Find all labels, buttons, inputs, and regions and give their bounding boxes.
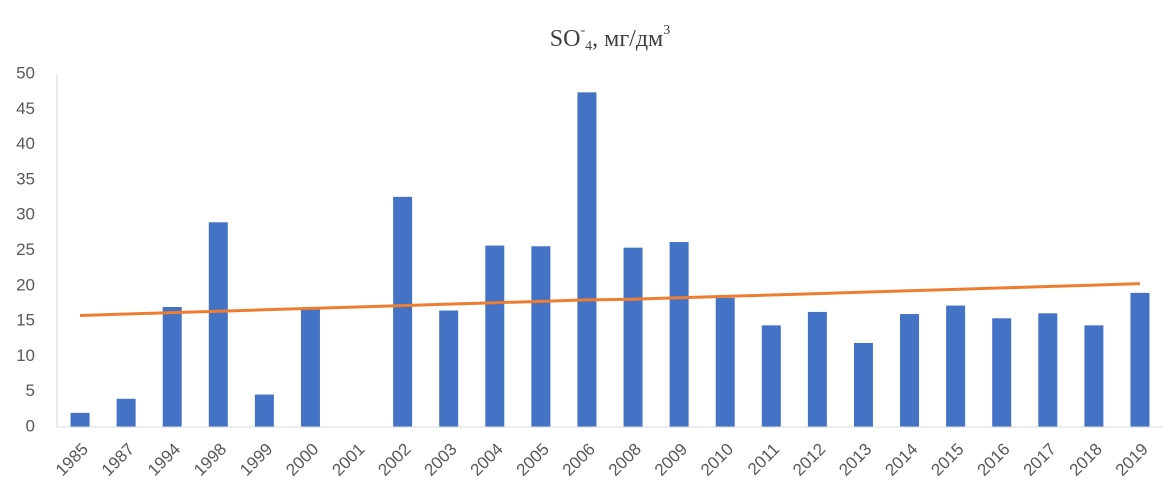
bar [669,242,689,427]
bar [70,412,90,427]
y-tick-label: 45 [16,99,35,118]
x-tick-label: 2006 [559,440,599,480]
bar [162,306,182,427]
bar [577,92,597,427]
bar [1084,325,1104,427]
title-part: SO [550,26,581,52]
bar [208,222,228,427]
title-part: 4 [585,39,592,54]
x-tick-label: 2003 [421,440,461,480]
bar [531,246,551,427]
bar [853,342,873,427]
x-tick-label: 2018 [1066,440,1106,480]
y-tick-label: 40 [16,134,35,153]
bar [900,314,920,427]
chart-title: SO-4, мг/дм3 [550,23,670,54]
bar [300,309,320,427]
x-tick-label: 2008 [605,440,645,480]
bar [946,305,966,427]
y-tick-label: 5 [26,381,35,400]
bar [715,297,735,427]
bar [116,398,136,427]
x-tick-label: 2005 [513,440,553,480]
bar [485,245,505,427]
bar [623,247,643,427]
bar [761,325,781,427]
x-tick-label: 1998 [190,440,230,480]
x-tick-label: 2010 [697,440,737,480]
title-part: 3 [663,23,670,38]
x-tick-label: 2019 [1112,440,1152,480]
bar [1038,313,1058,427]
x-tick-label: 2009 [651,440,691,480]
y-tick-label: 50 [16,63,35,82]
x-tick-label: 2012 [789,440,829,480]
bar [807,311,827,427]
x-tick-label: 1999 [236,440,276,480]
x-tick-label: 2015 [927,440,967,480]
x-tick-label: 2000 [282,440,322,480]
bar [992,318,1012,427]
x-tick-label: 2001 [328,440,368,480]
x-tick-label: 2013 [835,440,875,480]
bar [254,394,274,427]
y-tick-label: 0 [26,416,35,435]
bar [439,310,459,427]
title-part: - [580,23,585,38]
x-tick-label: 2017 [1020,440,1060,480]
x-tick-label: 2004 [467,440,507,480]
y-tick-label: 30 [16,205,35,224]
x-tick-label: 2016 [974,440,1014,480]
x-tick-label: 1994 [144,440,184,480]
y-tick-label: 20 [16,275,35,294]
y-tick-label: 10 [16,346,35,365]
x-tick-label: 2002 [374,440,414,480]
y-tick-label: 25 [16,240,35,259]
title-part: , мг/дм [592,26,663,52]
bar [393,196,413,427]
bar [1130,292,1150,427]
y-tick-label: 15 [16,311,35,330]
trend-line [79,282,1141,317]
x-tick-label: 2011 [744,440,783,479]
x-tick-label: 2014 [881,440,921,480]
x-tick-label: 1987 [98,440,138,480]
y-tick-label: 35 [16,169,35,188]
x-tick-label: 1985 [52,440,92,480]
